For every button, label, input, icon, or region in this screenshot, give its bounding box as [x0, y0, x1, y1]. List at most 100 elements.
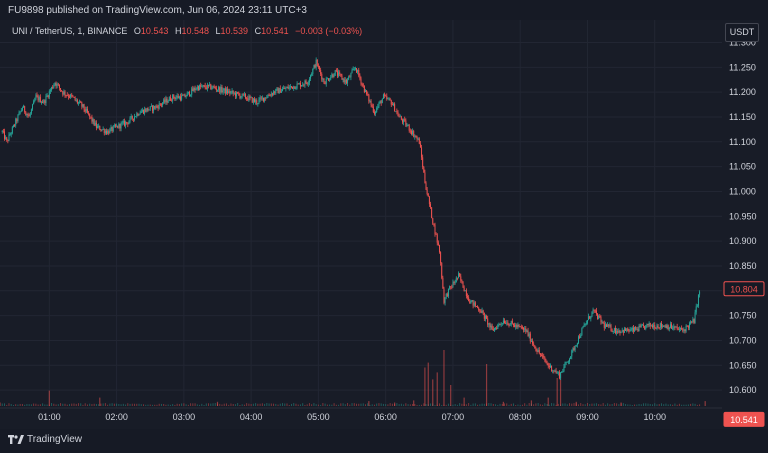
candle-body [648, 322, 650, 326]
candle-body [259, 97, 261, 100]
volume-bar [84, 403, 86, 406]
tradingview-brand[interactable]: TradingView [8, 434, 82, 445]
candle-body [224, 88, 226, 94]
volume-bar [501, 403, 503, 406]
volume-bar [640, 404, 642, 406]
symbol-label[interactable]: UNI / TetherUS, 1, BINANCE [12, 26, 128, 36]
candle-body [425, 182, 427, 190]
candle-body [516, 324, 518, 328]
candle-body [663, 325, 665, 327]
candle-body [30, 109, 32, 114]
candle-body [435, 234, 437, 235]
price-chart[interactable]: 10.60010.65010.70010.75010.80010.85010.9… [0, 20, 768, 429]
volume-bar [515, 404, 517, 406]
volume-bar [360, 403, 362, 406]
candle-body [488, 323, 490, 325]
candle-body [405, 120, 407, 126]
volume-bar [259, 403, 261, 406]
candle-body [159, 103, 161, 105]
volume-bar [219, 403, 221, 406]
candle-body [343, 78, 345, 83]
candle-body [94, 122, 96, 126]
candle-body [533, 343, 535, 346]
candle-body [293, 86, 295, 89]
volume-bar [116, 403, 118, 406]
candle-body [549, 365, 551, 368]
volume-bar [268, 403, 270, 406]
candle-body [367, 94, 369, 95]
volume-bar [595, 403, 597, 406]
candle-body [539, 353, 541, 356]
candle-body [529, 333, 531, 342]
y-tick-label: 11.300 [729, 37, 756, 47]
candle-body [100, 130, 102, 131]
candle-body [474, 302, 476, 307]
candle-body [449, 286, 451, 289]
candle-body [288, 87, 290, 89]
volume-bar [687, 404, 689, 406]
candle-body [595, 310, 597, 314]
price-axis[interactable]: 10.60010.65010.70010.75010.80010.85010.9… [729, 37, 757, 395]
candle-body [125, 121, 127, 126]
candle-body [91, 117, 93, 122]
volume-bar [647, 403, 649, 406]
candle-body [511, 321, 513, 324]
candle-body [690, 321, 692, 324]
currency-button[interactable]: USDT [725, 23, 759, 42]
candle-body [239, 94, 241, 98]
candle-body [660, 323, 662, 327]
volume-bar [409, 404, 411, 406]
y-tick-label: 10.850 [729, 261, 757, 271]
volume-bar [320, 404, 322, 406]
volume-bar [571, 403, 573, 406]
symbol-legend[interactable]: UNI / TetherUS, 1, BINANCE O10.543 H10.5… [12, 26, 362, 36]
volume-spike [704, 401, 706, 406]
candle-body [611, 330, 613, 332]
publisher-text: FU9898 published on TradingView.com, Jun… [8, 5, 307, 16]
candle-body [37, 96, 39, 101]
candle-body [262, 97, 264, 102]
candle-body [312, 68, 314, 75]
volume-bar [660, 403, 662, 406]
candle-body [32, 104, 34, 110]
volume-bar [293, 403, 295, 406]
chart-area[interactable]: 10.60010.65010.70010.75010.80010.85010.9… [0, 20, 768, 429]
candle-body [396, 111, 398, 113]
volume-bar [548, 404, 550, 406]
candle-body [635, 327, 637, 330]
volume-bar [75, 403, 77, 406]
candle-body [470, 300, 472, 304]
candle-body [44, 100, 46, 104]
volume-bar [89, 403, 91, 406]
volume-bar [295, 403, 297, 406]
candle-body [499, 323, 501, 325]
candle-body [229, 90, 231, 94]
candle-body [351, 70, 353, 74]
candle-body [265, 97, 267, 99]
candle-body [130, 116, 132, 118]
candle-body [54, 82, 56, 86]
candle-body [289, 86, 291, 88]
candle-body [212, 86, 214, 89]
volume-bar [551, 403, 553, 406]
candle-body [304, 80, 306, 85]
candle-body [287, 86, 289, 89]
volume-bar [645, 403, 647, 406]
volume-spike [99, 397, 101, 406]
candle-body [220, 86, 222, 93]
volume-bar [286, 403, 288, 406]
candle-body [591, 311, 593, 317]
candle-body [231, 90, 233, 93]
candle-body [264, 97, 266, 102]
volume-bar [510, 403, 512, 406]
candle-body [55, 82, 57, 86]
volume-bar [118, 404, 120, 406]
candle-body [171, 100, 173, 102]
candle-body [668, 327, 670, 330]
volume-bar [304, 404, 306, 406]
time-axis[interactable]: 01:00 02:00 03:00 04:00 05:00 06:00 07:00 08:00… [0, 407, 722, 422]
candle-body [58, 84, 60, 89]
volume-bar [508, 404, 510, 406]
candle-body [426, 189, 428, 194]
candle-body [609, 325, 611, 327]
